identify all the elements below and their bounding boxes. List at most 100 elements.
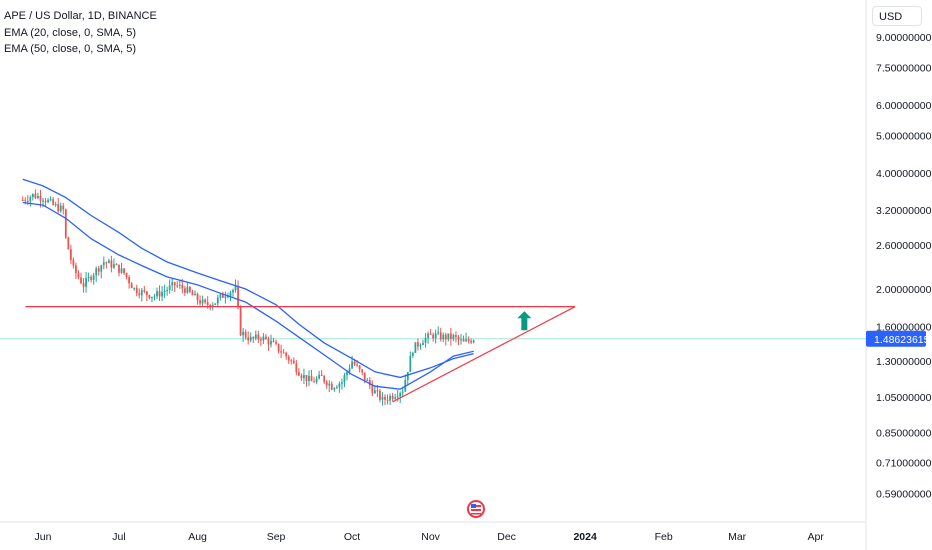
candle[interactable]: [447, 333, 450, 342]
candle[interactable]: [399, 391, 402, 404]
candle[interactable]: [277, 343, 280, 354]
candle[interactable]: [290, 358, 293, 365]
candle[interactable]: [72, 257, 75, 269]
candle[interactable]: [308, 370, 310, 387]
candle[interactable]: [467, 336, 470, 344]
candle[interactable]: [371, 380, 374, 397]
candle[interactable]: [424, 333, 427, 348]
candle[interactable]: [394, 393, 397, 401]
candle[interactable]: [171, 278, 174, 292]
candle[interactable]: [411, 351, 414, 358]
candle[interactable]: [366, 377, 369, 382]
candle[interactable]: [148, 294, 151, 300]
candle[interactable]: [130, 282, 133, 289]
candle[interactable]: [315, 376, 318, 385]
candle[interactable]: [462, 335, 465, 342]
candle[interactable]: [330, 381, 333, 391]
candle[interactable]: [100, 264, 103, 279]
candle[interactable]: [44, 198, 47, 206]
candle[interactable]: [335, 385, 338, 389]
candle[interactable]: [452, 333, 455, 342]
candle[interactable]: [107, 258, 110, 264]
candle[interactable]: [242, 327, 245, 342]
candle[interactable]: [310, 369, 313, 382]
candle[interactable]: [444, 332, 447, 346]
symbol-title[interactable]: APE / US Dollar, 1D, BINANCE: [4, 10, 157, 22]
candle[interactable]: [318, 370, 321, 380]
candle[interactable]: [381, 392, 384, 406]
candle[interactable]: [62, 203, 65, 215]
candle[interactable]: [259, 336, 262, 347]
candle[interactable]: [449, 328, 452, 346]
candle[interactable]: [406, 372, 409, 386]
candle[interactable]: [183, 285, 186, 296]
candle[interactable]: [57, 197, 60, 213]
candle[interactable]: [232, 288, 234, 297]
candle[interactable]: [460, 333, 462, 345]
candle[interactable]: [257, 330, 260, 344]
candle[interactable]: [237, 280, 239, 310]
candle[interactable]: [153, 293, 156, 301]
candle[interactable]: [163, 284, 166, 299]
candle[interactable]: [47, 198, 49, 204]
candle[interactable]: [439, 327, 442, 342]
candle[interactable]: [379, 388, 381, 403]
candle[interactable]: [92, 272, 95, 285]
candle[interactable]: [64, 208, 67, 239]
candle[interactable]: [465, 332, 467, 343]
candle[interactable]: [156, 287, 158, 300]
candle[interactable]: [470, 338, 473, 345]
candle[interactable]: [254, 330, 257, 341]
candle[interactable]: [178, 279, 181, 289]
candle[interactable]: [282, 348, 285, 354]
candle[interactable]: [262, 333, 265, 344]
candle[interactable]: [67, 236, 70, 250]
currency-button[interactable]: USD: [872, 6, 922, 26]
candle[interactable]: [87, 272, 90, 282]
candle[interactable]: [323, 375, 326, 384]
candle[interactable]: [325, 380, 328, 389]
candle[interactable]: [143, 285, 146, 294]
candle[interactable]: [300, 373, 303, 382]
candle[interactable]: [135, 284, 138, 297]
candle[interactable]: [295, 359, 298, 376]
candle[interactable]: [455, 331, 457, 343]
up-arrow-icon[interactable]: [517, 311, 532, 331]
candle[interactable]: [29, 195, 32, 207]
candle[interactable]: [97, 265, 100, 276]
candle[interactable]: [224, 291, 227, 304]
candle[interactable]: [267, 336, 270, 351]
candle[interactable]: [391, 392, 394, 402]
candle[interactable]: [189, 285, 191, 294]
candle[interactable]: [358, 364, 361, 373]
candle[interactable]: [292, 357, 295, 364]
candle[interactable]: [341, 378, 343, 390]
candle[interactable]: [247, 331, 250, 345]
candle[interactable]: [417, 338, 419, 351]
candle[interactable]: [166, 286, 169, 296]
candle[interactable]: [270, 334, 272, 348]
candle[interactable]: [338, 381, 341, 393]
candle[interactable]: [85, 271, 87, 293]
candle[interactable]: [176, 281, 179, 289]
candle[interactable]: [173, 281, 176, 293]
candle[interactable]: [239, 305, 242, 337]
candle[interactable]: [199, 295, 201, 306]
candle[interactable]: [115, 263, 118, 266]
candle[interactable]: [389, 393, 391, 405]
candle[interactable]: [123, 268, 125, 275]
candle[interactable]: [386, 394, 389, 405]
candle[interactable]: [422, 339, 424, 346]
candle[interactable]: [59, 202, 62, 213]
candle[interactable]: [275, 339, 277, 346]
candle[interactable]: [75, 262, 77, 279]
candle[interactable]: [31, 193, 34, 201]
candle[interactable]: [194, 290, 196, 296]
candle[interactable]: [201, 295, 204, 307]
candle[interactable]: [272, 337, 275, 343]
candle[interactable]: [110, 255, 113, 273]
candle[interactable]: [128, 275, 131, 289]
ema-20-legend[interactable]: EMA (20, close, 0, SMA, 5): [4, 26, 137, 39]
candle[interactable]: [297, 368, 300, 377]
